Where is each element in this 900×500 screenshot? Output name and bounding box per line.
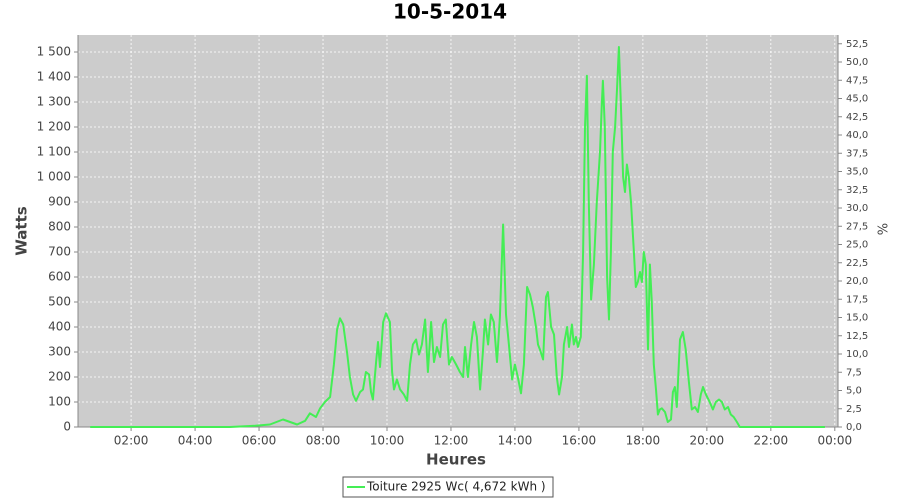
y2-tick-label: 27,5 — [846, 221, 868, 232]
x-tick-label: 20:00 — [690, 434, 725, 448]
x-axis-label: Heures — [426, 451, 486, 469]
y2-tick-label: 50,0 — [846, 57, 868, 68]
y2-tick-label: 10,0 — [846, 349, 868, 360]
y2-tick-label: 22,5 — [846, 258, 868, 269]
y2-tick-label: 37,5 — [846, 148, 868, 159]
x-tick-label: 18:00 — [626, 434, 661, 448]
y2-tick-label: 30,0 — [846, 203, 868, 214]
y-tick-label: 100 — [48, 395, 71, 409]
x-tick-label: 10:00 — [370, 434, 405, 448]
x-tick-label: 06:00 — [242, 434, 277, 448]
y2-tick-label: 12,5 — [846, 331, 868, 342]
y2-tick-label: 5,0 — [846, 386, 862, 397]
y2-tick-label: 47,5 — [846, 75, 868, 86]
y-tick-label: 1 400 — [37, 70, 71, 84]
y-tick-label: 1 200 — [37, 120, 71, 134]
y2-tick-label: 7,5 — [846, 367, 862, 378]
x-tick-label: 00:00 — [818, 434, 853, 448]
y-tick-label: 1 000 — [37, 170, 71, 184]
y-tick-label: 400 — [48, 320, 71, 334]
data-line — [90, 46, 825, 428]
chart-title: 10-5-2014 — [393, 0, 507, 24]
x-tick-label: 14:00 — [498, 434, 533, 448]
y2-tick-label: 15,0 — [846, 313, 868, 324]
y2-tick-label: 40,0 — [846, 130, 868, 141]
y-tick-label: 200 — [48, 370, 71, 384]
x-tick-label: 12:00 — [434, 434, 469, 448]
y-tick-label: 1 500 — [37, 45, 71, 59]
y2-tick-label: 20,0 — [846, 276, 868, 287]
x-tick-label: 08:00 — [306, 434, 341, 448]
y2-tick-label: 52,5 — [846, 39, 868, 50]
y-tick-label: 500 — [48, 295, 71, 309]
y2-tick-label: 35,0 — [846, 167, 868, 178]
y-tick-label: 1 300 — [37, 95, 71, 109]
plot-area — [78, 35, 838, 427]
x-tick-label: 02:00 — [114, 434, 149, 448]
y-tick-label: 600 — [48, 270, 71, 284]
y-tick-label: 300 — [48, 345, 71, 359]
legend-label: Toiture 2925 Wc( 4,672 kWh ) — [366, 480, 546, 494]
y2-tick-label: 25,0 — [846, 240, 868, 251]
y-tick-label: 0 — [63, 420, 71, 434]
y2-tick-label: 42,5 — [846, 112, 868, 123]
y2-tick-label: 17,5 — [846, 294, 868, 305]
x-tick-label: 04:00 — [178, 434, 213, 448]
y2-tick-label: 2,5 — [846, 404, 862, 415]
y2-axis-label: % — [877, 223, 892, 235]
y-tick-label: 900 — [48, 195, 71, 209]
x-tick-label: 16:00 — [562, 434, 597, 448]
legend-box — [342, 476, 554, 498]
x-tick-label: 22:00 — [754, 434, 789, 448]
y2-tick-label: 0,0 — [846, 422, 862, 433]
y-tick-label: 1 100 — [37, 145, 71, 159]
y-tick-label: 800 — [48, 220, 71, 234]
y-axis-label: Watts — [13, 206, 31, 255]
y2-tick-label: 32,5 — [846, 185, 868, 196]
y-tick-label: 700 — [48, 245, 71, 259]
y2-tick-label: 45,0 — [846, 94, 868, 105]
